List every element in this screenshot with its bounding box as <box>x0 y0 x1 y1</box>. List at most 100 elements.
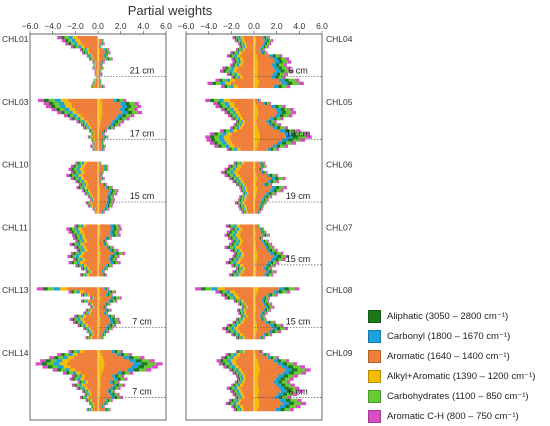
bar-segment <box>231 405 233 408</box>
bar-segment <box>256 309 264 312</box>
bar-segment <box>117 371 121 374</box>
bar-segment <box>238 374 239 377</box>
bar-segment <box>268 183 270 186</box>
bar-segment <box>102 132 103 135</box>
bar-segment <box>101 374 113 377</box>
bar-segment <box>239 336 241 339</box>
bar-segment <box>206 138 211 141</box>
bar-segment <box>282 111 286 114</box>
bar-segment <box>103 270 104 273</box>
bar-segment <box>226 353 229 356</box>
bar-segment <box>92 405 93 408</box>
bar-segment <box>270 195 272 198</box>
bar-segment <box>65 36 69 39</box>
bar-segment <box>102 102 120 105</box>
bar-segment <box>110 393 113 396</box>
bar-segment <box>92 198 93 201</box>
bar-segment <box>92 85 93 88</box>
bar-segment <box>245 195 247 198</box>
bar-segment <box>83 327 84 330</box>
bar-segment <box>242 227 254 230</box>
x-tick-label: −6.0 <box>178 21 195 31</box>
bar-segment <box>103 177 104 180</box>
bar-segment <box>139 368 146 371</box>
bar-segment <box>65 39 68 42</box>
bar-segment <box>100 231 110 234</box>
bar-segment <box>104 48 105 51</box>
bar-segment <box>106 54 107 57</box>
bar-segment <box>234 123 236 126</box>
bar-segment <box>274 85 278 88</box>
bar-segment <box>90 408 91 411</box>
bar-segment <box>266 353 268 356</box>
bar-segment <box>234 273 236 276</box>
bar-segment <box>231 76 233 79</box>
bar-segment <box>281 57 286 60</box>
bar-segment <box>268 148 271 151</box>
bar-segment <box>230 63 232 66</box>
bar-segment <box>232 73 235 76</box>
bar-segment <box>100 195 107 198</box>
bar-segment <box>231 327 234 330</box>
bar-segment <box>261 312 263 315</box>
bar-segment <box>74 177 76 180</box>
x-tick-label: −6.0 <box>22 21 39 31</box>
bar-segment <box>114 324 116 327</box>
bar-segment <box>101 67 102 70</box>
bar-segment <box>93 142 94 145</box>
bar-segment <box>271 105 275 108</box>
bar-segment <box>227 171 230 174</box>
x-tick-label: 4.0 <box>137 21 149 31</box>
bar-segment <box>279 387 284 390</box>
bar-segment <box>107 315 109 318</box>
bar-segment <box>87 309 88 312</box>
bar-segment <box>277 189 281 192</box>
bar-segment <box>277 252 281 255</box>
bar-segment <box>107 402 108 405</box>
bar-segment <box>106 312 107 315</box>
bar-segment <box>247 207 254 210</box>
bar-segment <box>225 234 228 237</box>
bar-segment <box>73 255 76 258</box>
bar-segment <box>99 405 102 408</box>
bar-segment <box>91 204 92 207</box>
bar-segment <box>111 399 112 402</box>
bar-segment <box>100 126 108 129</box>
bar-segment <box>236 162 238 165</box>
bar-segment <box>256 249 267 252</box>
bar-segment <box>217 359 221 362</box>
bar-segment <box>254 63 257 66</box>
bar-segment <box>119 296 121 299</box>
bar-segment <box>85 324 87 327</box>
bar-segment <box>78 315 80 318</box>
bar-segment <box>114 99 117 102</box>
bar-segment <box>270 246 273 249</box>
bar-segment <box>236 371 238 374</box>
bar-segment <box>109 258 111 261</box>
bar-segment <box>268 333 270 336</box>
bar-segment <box>90 393 92 396</box>
bar-segment <box>284 374 288 377</box>
bar-segment <box>230 111 233 114</box>
bar-segment <box>105 333 106 336</box>
bar-segment <box>84 252 98 255</box>
bar-segment <box>118 374 121 377</box>
bar-segment <box>40 359 46 362</box>
bar-segment <box>91 57 92 60</box>
bar-segment <box>103 60 104 63</box>
bar-segment <box>82 387 84 390</box>
bar-segment <box>85 390 87 393</box>
bar-segment <box>230 73 232 76</box>
bar-segment <box>255 350 259 353</box>
bar-segment <box>241 270 244 273</box>
bar-segment <box>91 327 98 330</box>
bar-segment <box>239 234 254 237</box>
bar-segment <box>102 108 120 111</box>
bar-segment <box>79 186 81 189</box>
bar-segment <box>234 67 238 70</box>
bar-segment <box>262 299 264 302</box>
bar-segment <box>254 408 258 411</box>
bar-segment <box>225 102 229 105</box>
bar-segment <box>87 186 98 189</box>
bar-segment <box>237 51 239 54</box>
